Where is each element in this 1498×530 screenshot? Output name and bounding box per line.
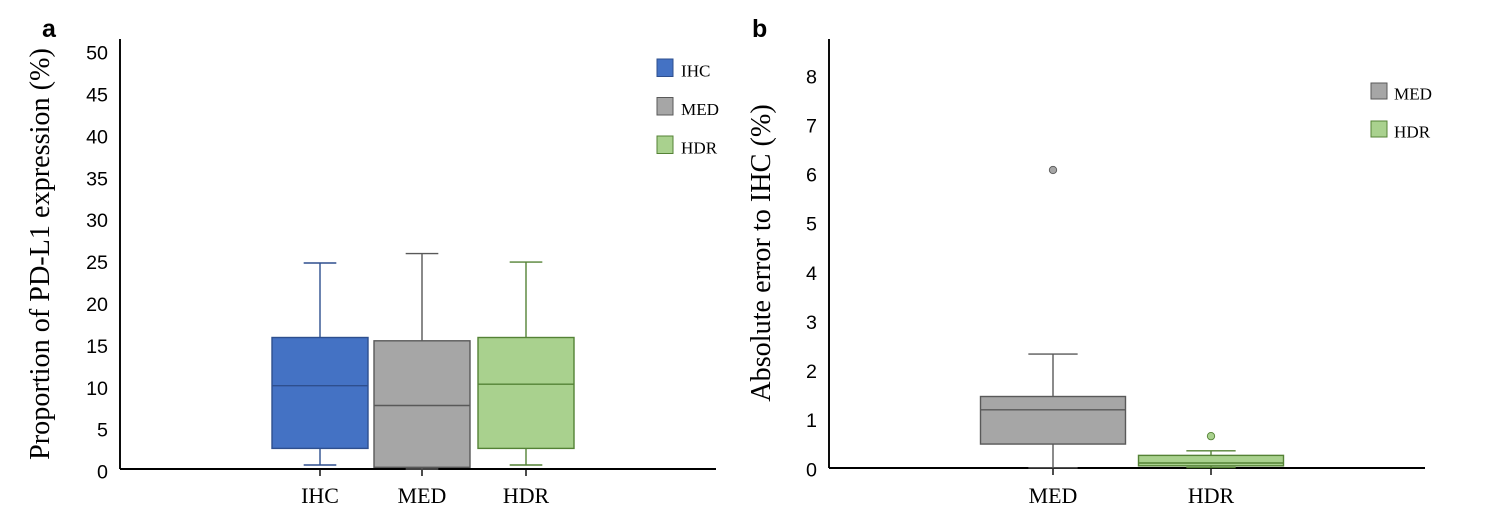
svg-text:35: 35 <box>86 168 108 190</box>
svg-text:5: 5 <box>806 214 817 236</box>
svg-text:40: 40 <box>86 126 108 148</box>
svg-text:HDR: HDR <box>1394 123 1431 142</box>
svg-text:b: b <box>752 15 767 43</box>
svg-text:MED: MED <box>398 483 447 508</box>
svg-text:2: 2 <box>806 361 817 383</box>
svg-text:15: 15 <box>86 336 108 358</box>
svg-text:20: 20 <box>86 294 108 316</box>
svg-text:MED: MED <box>681 100 719 119</box>
svg-text:HDR: HDR <box>681 139 718 158</box>
svg-text:IHC: IHC <box>681 62 710 81</box>
svg-text:MED: MED <box>1029 483 1078 508</box>
svg-text:HDR: HDR <box>1188 483 1235 508</box>
svg-text:Absolute error to IHC (%): Absolute error to IHC (%) <box>746 104 777 401</box>
svg-text:5: 5 <box>97 420 108 442</box>
svg-text:a: a <box>42 15 57 43</box>
svg-text:6: 6 <box>806 165 817 187</box>
svg-text:MED: MED <box>1394 85 1432 104</box>
svg-text:0: 0 <box>806 459 817 481</box>
svg-text:1: 1 <box>806 410 817 432</box>
svg-text:8: 8 <box>806 66 817 88</box>
svg-text:HDR: HDR <box>503 483 550 508</box>
svg-text:3: 3 <box>806 312 817 334</box>
svg-text:45: 45 <box>86 84 108 106</box>
svg-text:30: 30 <box>86 210 108 232</box>
svg-text:4: 4 <box>806 263 817 285</box>
svg-text:0: 0 <box>97 462 108 484</box>
svg-text:IHC: IHC <box>301 483 339 508</box>
svg-text:25: 25 <box>86 252 108 274</box>
svg-text:7: 7 <box>806 115 817 137</box>
svg-text:10: 10 <box>86 378 108 400</box>
svg-text:50: 50 <box>86 43 108 65</box>
svg-text:Proportion of PD-L1 expression: Proportion of PD-L1 expression (%) <box>25 48 56 460</box>
